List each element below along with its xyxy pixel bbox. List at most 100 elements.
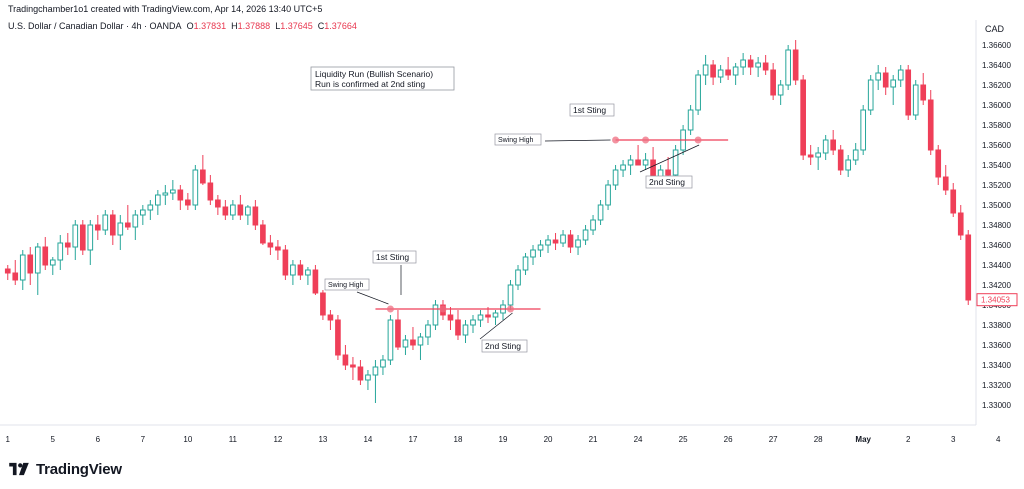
bullish-candle-body [897,69,904,81]
bearish-candle-body [297,264,304,276]
bearish-candle-body [800,79,806,156]
last-price-tag [976,293,1018,307]
candle [837,145,844,175]
bearish-candle-body [807,154,814,158]
y-tick-label: 1.34800 [982,221,1011,230]
bearish-candle-body [185,199,191,206]
left-first-sting-box [372,250,417,264]
candle [612,165,619,190]
bullish-candle-body [845,159,852,171]
bullish-candle-body [537,244,544,251]
bullish-candle-body [755,62,761,68]
candle [725,57,731,80]
candle [792,40,799,85]
y-tick-label: 1.33400 [982,361,1011,370]
bearish-candle-body [410,339,416,346]
right-sting-marker [612,136,620,144]
bearish-candle-body [770,69,776,96]
bullish-candle-body [530,249,536,258]
candle [920,73,927,105]
candle [245,205,251,225]
candle [380,355,386,375]
bullish-candle-body [597,204,604,221]
left-sting-marker [507,305,515,313]
bullish-candle-body [155,194,161,206]
candle [762,55,769,75]
x-tick-label: 7 [141,435,146,444]
bearish-candle-body [935,149,942,178]
candle [492,310,499,325]
y-tick-label: 1.35800 [982,121,1011,130]
y-tick-label: 1.33800 [982,321,1011,330]
bullish-candle-body [102,214,109,231]
candle [530,245,536,265]
bearish-candle-body [252,206,259,226]
bullish-candle-body [777,84,784,96]
candle [627,155,634,175]
candle [455,310,461,340]
candle [875,65,882,90]
left-swing-high-box [324,278,370,291]
candle [64,233,71,255]
candle [890,75,897,105]
candle [372,360,379,403]
right-sting-marker [694,136,702,144]
bullish-candle-body [695,74,701,111]
bullish-candle-body [867,79,874,111]
candles [4,40,972,403]
candle [710,60,716,85]
candle [200,155,206,185]
candle [740,53,746,75]
bullish-candle-body [417,336,424,346]
bearish-candle-body [927,99,934,151]
bullish-candle-body [785,49,791,86]
bullish-candle-body [545,239,551,246]
right-second-sting-box [645,175,693,189]
bullish-candle-body [132,214,139,228]
candle [222,200,229,220]
candle [365,370,371,390]
right-first-sting-box [569,103,615,117]
candle [942,165,949,195]
x-tick-label: 13 [318,435,327,444]
bullish-candle-body [815,152,821,158]
right-swing-arrow [544,139,611,142]
bearish-candle-body [395,319,401,348]
tradingview-logo[interactable]: TradingView [8,460,122,478]
bullish-candle-body [890,79,897,88]
open-label: O [186,21,194,31]
left-second-sting-label: 2nd Sting [485,341,521,351]
bearish-candle-body [109,214,116,236]
candle [109,210,116,245]
x-tick-label: 5 [51,435,56,444]
candle [927,90,934,155]
bearish-candle-body [942,176,949,191]
bearish-candle-body [965,234,972,301]
bullish-candle-body [230,204,236,216]
open-value: 1.37831 [193,21,227,31]
candle [275,240,281,260]
candle [342,345,349,370]
bullish-candle-body [402,339,409,348]
bearish-candle-body [725,69,731,76]
low-label: L [275,21,281,31]
candle [387,315,394,365]
bullish-candle-body [492,312,499,318]
bullish-candle-body [732,66,739,76]
candle [42,237,49,270]
bullish-candle-body [477,314,484,321]
bearish-candle-body [215,199,221,208]
x-tick-label: 6 [96,435,101,444]
bullish-candle-body [612,169,619,186]
x-tick-label: 10 [183,435,192,444]
x-tick-label: 21 [589,435,598,444]
bearish-candle-body [12,272,19,281]
bearish-candle-body [335,319,341,356]
close-label: C [317,21,325,31]
candle [34,243,41,295]
candle [575,235,581,255]
symbol-name[interactable]: U.S. Dollar / Canadian Dollar · 4h · OAN… [8,21,182,31]
bearish-candle-body [350,364,356,368]
x-tick-label: 19 [499,435,508,444]
